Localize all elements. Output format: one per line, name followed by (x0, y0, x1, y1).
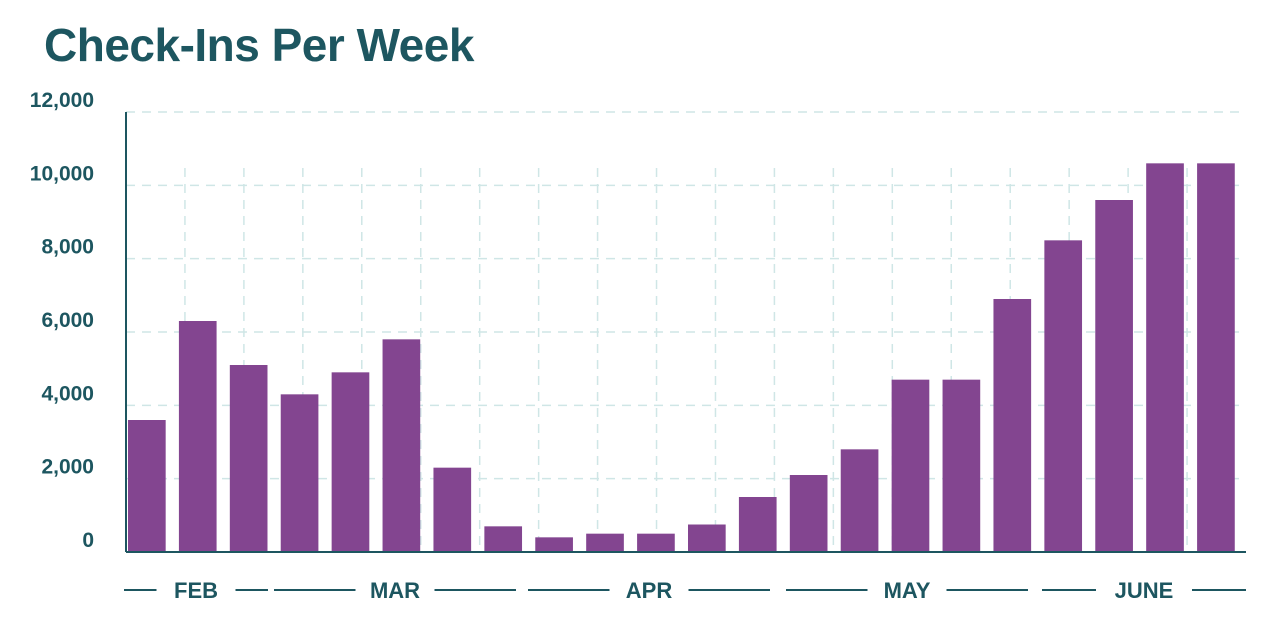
month-label-mar: MAR (370, 578, 420, 603)
bar-w22 (1197, 163, 1235, 553)
month-label-feb: FEB (174, 578, 218, 603)
y-tick-label: 10,000 (30, 162, 94, 185)
bar-w3 (229, 365, 268, 552)
bar-w19 (1044, 240, 1083, 553)
y-tick-label: 4,000 (41, 382, 94, 405)
bar-w13 (738, 497, 777, 552)
y-tick-label: 12,000 (30, 89, 94, 112)
bar-w6 (382, 339, 421, 552)
bar-w1 (128, 420, 166, 552)
month-label-apr: APR (626, 578, 673, 603)
y-tick-label: 0 (82, 529, 94, 552)
bar-w16 (891, 379, 930, 552)
month-labels: FEB MAR APR MAY JUNE (124, 578, 1246, 603)
bar-w21 (1146, 163, 1184, 553)
month-label-june: JUNE (1115, 578, 1174, 603)
bar-w11 (637, 533, 675, 552)
y-tick-label: 8,000 (41, 236, 94, 259)
bar-w2 (178, 321, 217, 552)
bar-w9 (535, 537, 573, 552)
bar-w8 (484, 526, 523, 552)
chart-title: Check-Ins Per Week (44, 19, 474, 71)
bar-w18 (993, 299, 1032, 552)
axes (125, 112, 1246, 553)
month-label-may: MAY (884, 578, 931, 603)
y-tick-labels: 0 2,000 4,000 6,000 8,000 10,000 12,000 (30, 89, 94, 552)
bar-w15 (840, 449, 879, 552)
bar-w20 (1095, 200, 1133, 552)
bars (128, 163, 1235, 553)
bar-w14 (789, 475, 828, 552)
bar-w5 (331, 372, 370, 552)
bar-w7 (433, 467, 472, 552)
bar-w17 (942, 379, 981, 552)
bar-w12 (688, 524, 726, 552)
bar-w10 (586, 533, 624, 552)
y-tick-label: 6,000 (41, 309, 94, 332)
bar-w4 (280, 394, 319, 552)
y-tick-label: 2,000 (41, 456, 94, 479)
